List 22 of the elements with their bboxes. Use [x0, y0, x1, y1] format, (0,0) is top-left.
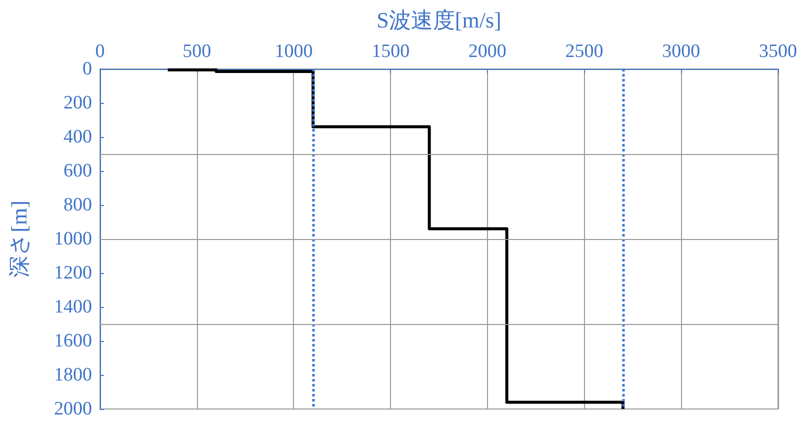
x-tick-label: 1500	[372, 41, 410, 62]
line-series	[166, 68, 625, 410]
x-tick-label: 2500	[565, 41, 604, 62]
y-tick-label: 1200	[54, 262, 92, 284]
y-tick-label: 1400	[54, 296, 92, 318]
y-tick-label: 0	[82, 58, 92, 80]
y-tick-label: 200	[64, 92, 92, 114]
x-tick-label: 3000	[662, 41, 700, 62]
x-tick-label: 3500	[759, 41, 797, 62]
y-axis-title: 深さ[m]	[6, 200, 32, 278]
y-tick-label: 800	[64, 194, 92, 216]
x-tick-label: 2000	[468, 41, 506, 62]
y-tick-label: 600	[64, 160, 92, 182]
y-tick-label: 1600	[54, 330, 92, 352]
x-tick-label: 0	[95, 41, 105, 62]
y-tick-label: 1000	[54, 228, 92, 250]
x-axis-title: S波速度[m/s]	[376, 8, 502, 32]
x-tick-label: 1000	[274, 41, 313, 62]
x-tick-label: 500	[182, 41, 212, 62]
y-tick-label: 400	[64, 126, 92, 148]
y-tick-label: 2000	[54, 398, 92, 420]
y-tick-label: 1800	[54, 364, 92, 386]
